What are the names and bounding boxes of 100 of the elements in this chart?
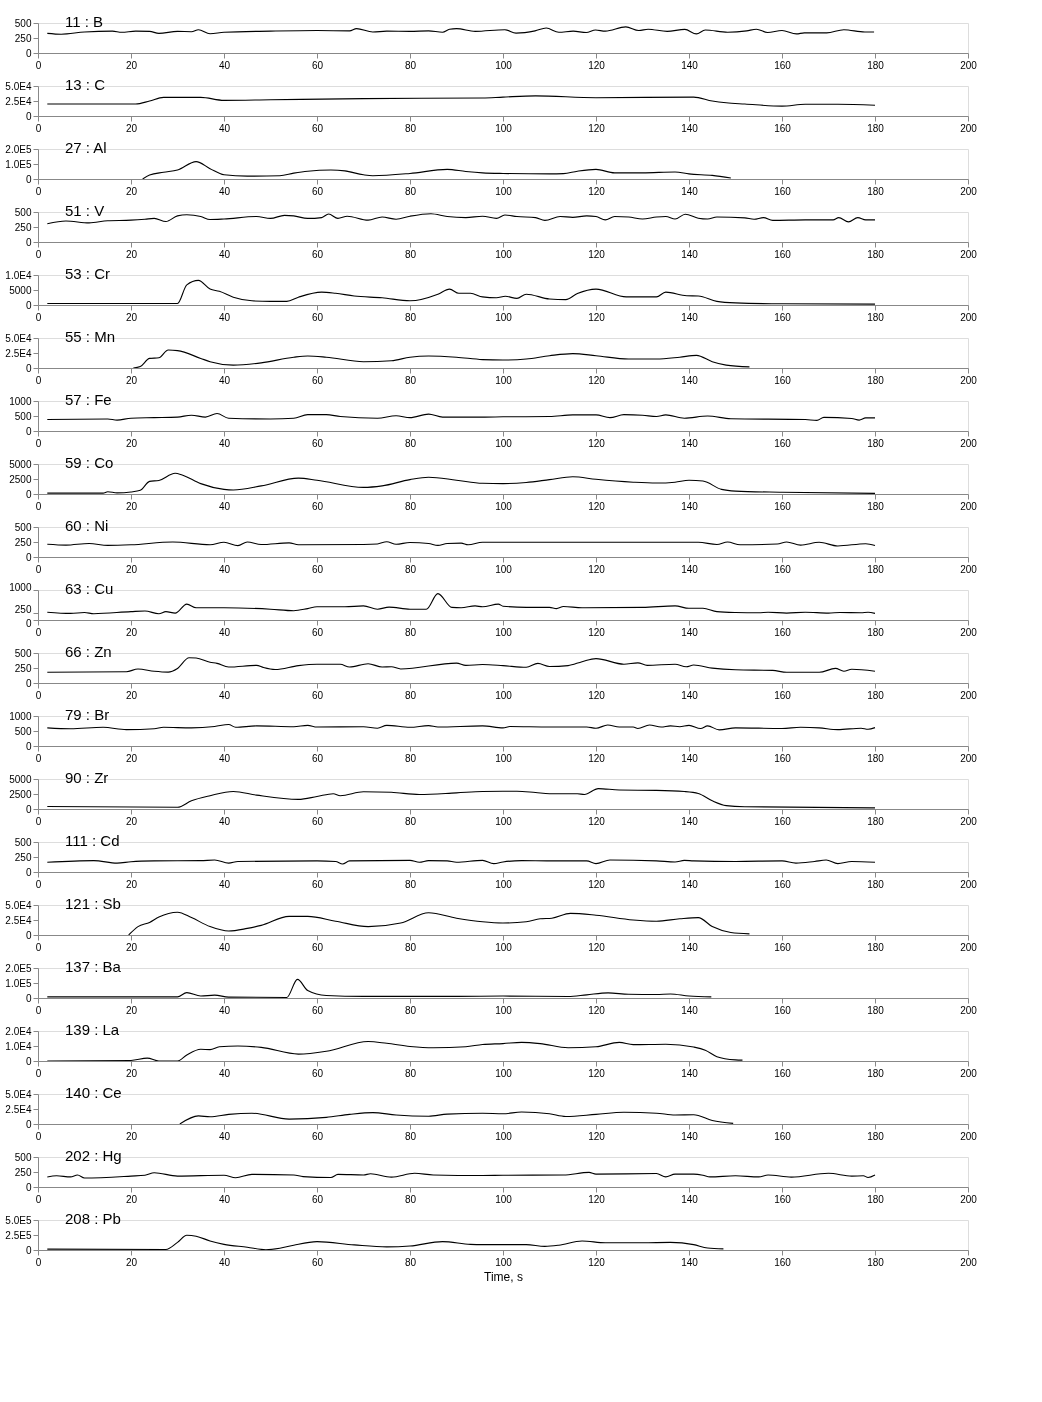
x-tick-label: 180 xyxy=(867,1130,885,1142)
x-tick-label: 140 xyxy=(681,1130,699,1142)
x-tick-label: 60 xyxy=(311,1130,324,1142)
x-tick-label: 200 xyxy=(960,122,978,134)
x-tick-label: 0 xyxy=(35,437,42,449)
x-tick-label: 80 xyxy=(404,1067,417,1079)
x-tick-label: 20 xyxy=(125,1130,138,1142)
x-tick-label: 20 xyxy=(125,689,138,701)
chart-title: 63 : Cu xyxy=(65,580,114,597)
x-tick-label: 200 xyxy=(960,185,978,197)
x-tick-label: 160 xyxy=(774,689,792,701)
x-tick-label: 60 xyxy=(311,878,324,890)
line-series xyxy=(46,593,876,615)
x-tick-label: 140 xyxy=(681,815,699,827)
x-tick-label: 20 xyxy=(125,752,138,764)
x-tick-label: 140 xyxy=(681,563,699,575)
y-tick-label: 0 xyxy=(25,740,32,752)
y-tick-label: 2.5E4 xyxy=(5,1103,32,1115)
x-tick-label: 140 xyxy=(681,941,699,953)
chart-title: 53 : Cr xyxy=(65,265,111,282)
x-tick-label: 0 xyxy=(35,500,42,512)
x-tick-label: 140 xyxy=(681,1193,699,1205)
chart-title: 202 : Hg xyxy=(65,1147,122,1164)
line-series xyxy=(46,472,876,494)
x-tick-label: 60 xyxy=(311,122,324,134)
x-tick-label: 80 xyxy=(404,437,417,449)
y-tick-label: 1.0E5 xyxy=(5,158,32,170)
x-tick-label: 200 xyxy=(960,752,978,764)
x-tick-label: 100 xyxy=(495,941,513,953)
line-series xyxy=(46,1234,724,1250)
x-tick-label: 20 xyxy=(125,1256,138,1268)
y-tick-label: 5.0E4 xyxy=(5,332,32,344)
y-tick-label: 500 xyxy=(14,647,32,659)
x-tick-label: 160 xyxy=(774,437,792,449)
x-tick-label: 180 xyxy=(867,122,885,134)
x-tick-label: 140 xyxy=(681,689,699,701)
x-tick-label: 160 xyxy=(774,59,792,71)
x-tick-label: 160 xyxy=(774,1067,792,1079)
x-tick-label: 100 xyxy=(495,563,513,575)
x-tick-label: 60 xyxy=(311,1067,324,1079)
x-tick-label: 20 xyxy=(125,626,138,638)
line-series xyxy=(46,279,876,305)
y-tick-label: 500 xyxy=(14,206,32,218)
x-tick-label: 180 xyxy=(867,1193,885,1205)
x-tick-label: 0 xyxy=(35,1256,42,1268)
y-tick-label: 250 xyxy=(14,1166,32,1178)
x-tick-label: 20 xyxy=(125,1193,138,1205)
x-tick-label: 80 xyxy=(404,563,417,575)
x-tick-label: 200 xyxy=(960,1004,978,1016)
x-tick-label: 60 xyxy=(311,563,324,575)
y-tick-label: 500 xyxy=(14,410,32,422)
x-tick-label: 60 xyxy=(311,374,324,386)
y-tick-label: 1.0E5 xyxy=(5,977,32,989)
x-tick-label: 80 xyxy=(404,941,417,953)
x-tick-label: 40 xyxy=(218,752,231,764)
x-tick-label: 180 xyxy=(867,437,885,449)
x-tick-label: 80 xyxy=(404,1256,417,1268)
x-tick-label: 180 xyxy=(867,815,885,827)
y-tick-label: 500 xyxy=(14,725,32,737)
x-tick-label: 60 xyxy=(311,1256,324,1268)
y-tick-label: 0 xyxy=(25,803,32,815)
x-tick-label: 0 xyxy=(35,59,42,71)
x-tick-label: 0 xyxy=(35,374,42,386)
y-tick-label: 2.0E5 xyxy=(5,143,32,155)
x-tick-label: 140 xyxy=(681,1067,699,1079)
y-tick-label: 2.0E4 xyxy=(5,1025,32,1037)
x-tick-label: 140 xyxy=(681,59,699,71)
x-tick-label: 40 xyxy=(218,437,231,449)
x-tick-label: 100 xyxy=(495,878,513,890)
y-tick-label: 5000 xyxy=(9,458,32,470)
x-tick-label: 60 xyxy=(311,500,324,512)
x-tick-label: 100 xyxy=(495,1067,513,1079)
x-tick-label: 200 xyxy=(960,374,978,386)
x-tick-label: 40 xyxy=(218,59,231,71)
x-tick-label: 160 xyxy=(774,752,792,764)
x-tick-label: 40 xyxy=(218,248,231,260)
x-tick-label: 140 xyxy=(681,878,699,890)
x-axis-title: Time, s xyxy=(484,1269,523,1284)
line-series xyxy=(142,161,732,179)
x-tick-label: 180 xyxy=(867,689,885,701)
x-tick-label: 180 xyxy=(867,752,885,764)
x-tick-label: 120 xyxy=(588,374,606,386)
x-tick-label: 40 xyxy=(218,689,231,701)
x-tick-label: 120 xyxy=(588,1193,606,1205)
x-tick-label: 40 xyxy=(218,563,231,575)
x-tick-label: 20 xyxy=(125,311,138,323)
line-series xyxy=(46,412,876,421)
x-tick-label: 0 xyxy=(35,1067,42,1079)
x-tick-label: 120 xyxy=(588,500,606,512)
x-tick-label: 160 xyxy=(774,1004,792,1016)
y-tick-label: 1.0E4 xyxy=(5,1040,32,1052)
chart-title: 13 : C xyxy=(65,76,106,93)
y-tick-label: 0 xyxy=(25,992,32,1004)
line-series xyxy=(128,911,750,935)
x-tick-label: 160 xyxy=(774,1130,792,1142)
x-tick-label: 40 xyxy=(218,1256,231,1268)
x-tick-label: 120 xyxy=(588,752,606,764)
y-tick-label: 0 xyxy=(25,110,32,122)
x-tick-label: 140 xyxy=(681,500,699,512)
chart-title: 90 : Zr xyxy=(65,769,109,786)
